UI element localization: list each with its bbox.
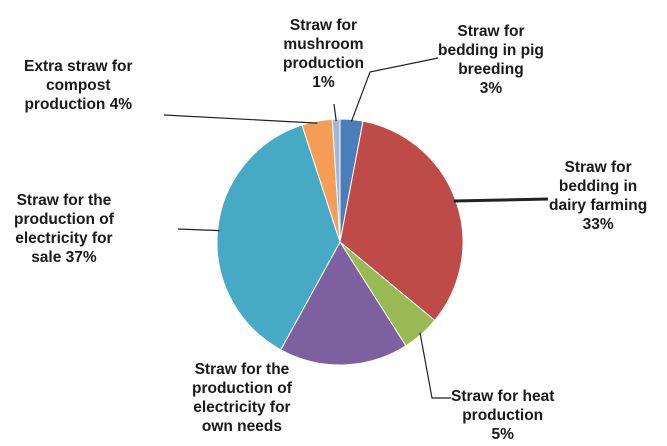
slice-label-line: bedding in pig xyxy=(438,42,544,59)
slice-label: Straw for bedding in pig breeding 3% xyxy=(438,22,544,98)
slice-label-line: Straw for xyxy=(289,17,358,34)
slice-label-line: production xyxy=(283,55,364,72)
slice-label-line: Straw for the xyxy=(194,361,290,378)
leader-line xyxy=(453,197,549,203)
slice-label-line: bedding in xyxy=(558,178,638,195)
pie-slice xyxy=(280,241,407,366)
slice-label-line: 33% xyxy=(582,216,614,233)
leader-line xyxy=(350,57,439,122)
slice-label-line: compost xyxy=(45,77,111,94)
slice-label-line: 1% xyxy=(312,74,335,91)
slice-label-line: production of xyxy=(14,211,114,228)
leader-line xyxy=(177,228,220,232)
slice-label: Extra straw for compost production 4% xyxy=(24,57,133,114)
slice-label-line: Straw for the xyxy=(16,192,112,209)
slice-label-line: Straw for heat xyxy=(451,388,555,405)
slice-label-line: electricity for xyxy=(193,399,291,416)
slice-label-line: 3% xyxy=(479,80,503,97)
slice-label: Straw for mushroom production 1% xyxy=(283,16,364,92)
slice-label-line: 5% xyxy=(491,426,514,443)
slice-label: Straw for the production of electricity fo… xyxy=(14,191,114,267)
slice-label-line: production of xyxy=(192,380,292,397)
leader-lines xyxy=(163,57,549,399)
slice-label-line: mushroom xyxy=(283,36,364,53)
leader-line xyxy=(163,114,318,124)
slice-label: Straw for heat production 5% xyxy=(451,387,554,444)
leader-line xyxy=(333,103,337,122)
slice-label-line: sale 37% xyxy=(31,249,97,266)
slice-label: Straw for the production of electricity fo… xyxy=(192,360,292,436)
slice-label-line: Straw for xyxy=(457,23,525,40)
slice-label-line: production xyxy=(462,407,544,424)
pie-slices xyxy=(216,118,464,366)
slice-label-line: dairy farming xyxy=(549,197,648,214)
leader-line xyxy=(419,332,451,399)
slice-label-line: breeding xyxy=(458,61,524,78)
slice-label-line: Extra straw for xyxy=(24,58,133,75)
slice-label-line: production 4% xyxy=(24,96,133,113)
slice-label-line: Straw for xyxy=(564,159,632,176)
slice-label-line: electricity for xyxy=(15,230,113,247)
slice-label-line: own needs xyxy=(201,418,282,435)
slice-label: Straw for bedding in dairy farming 33% xyxy=(549,158,647,234)
